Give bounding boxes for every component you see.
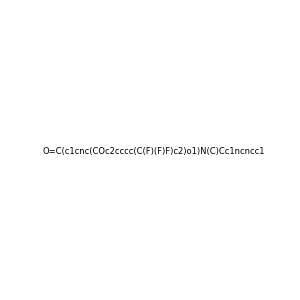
Text: O=C(c1cnc(COc2cccc(C(F)(F)F)c2)o1)N(C)Cc1ncncc1: O=C(c1cnc(COc2cccc(C(F)(F)F)c2)o1)N(C)Cc… <box>43 147 265 156</box>
